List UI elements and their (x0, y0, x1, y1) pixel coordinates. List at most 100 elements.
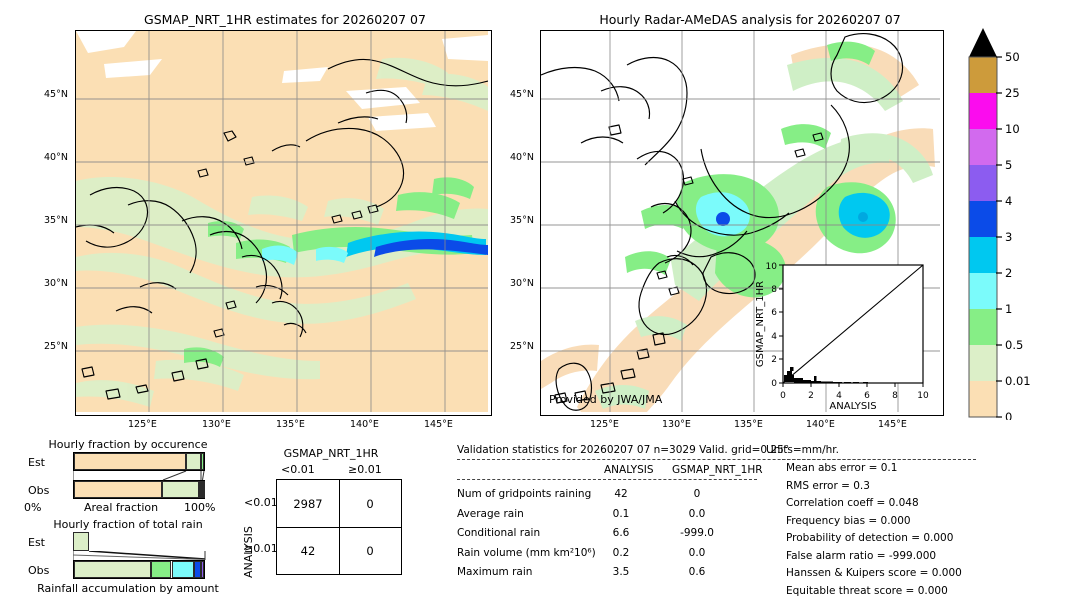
svg-text:ANALYSIS: ANALYSIS (829, 401, 876, 412)
occurrence-chart-title: Hourly fraction by occurence (48, 438, 208, 451)
colorbar-segment (969, 57, 997, 93)
validation-header: Validation statistics for 20260207 07 n=… (457, 444, 790, 456)
validation-row-analysis-value: 42 (614, 488, 628, 500)
validation-row-label: Conditional rain (457, 527, 541, 539)
colorbar-segment (969, 273, 997, 309)
left-map-lon-label-145e: 145°E (424, 419, 453, 430)
validation-scores: Mean abs error = 0.1 RMS error = 0.3 Corre… (786, 462, 1076, 602)
right-map-lat-label-35n: 35°N (510, 215, 534, 226)
contingency-col-header-ge: ≥0.01 (348, 463, 382, 476)
bar-segment (171, 561, 194, 578)
contingency-cell-hit-miss-11: 0 (366, 543, 374, 558)
colorbar-segment (969, 165, 997, 201)
validation-units: Units=mm/hr. (766, 444, 839, 456)
validation-rows: Num of gridpoints raining 42 0 Average rain… (457, 488, 767, 586)
right-map-lon-label-130e: 130°E (662, 419, 691, 430)
left-map-lat-label-40n: 40°N (44, 152, 68, 163)
left-map-lat-label-25n: 25°N (44, 341, 68, 352)
svg-text:0: 0 (771, 379, 777, 389)
bar-segment (185, 453, 201, 470)
validation-row-model-value: 0.6 (688, 566, 706, 578)
validation-row-label: Average rain (457, 507, 524, 520)
svg-text:8: 8 (771, 285, 777, 295)
validation-row: Conditional rain 6.6 -999.0 (457, 527, 767, 547)
contingency-row-header-ge: ≥0.01 (244, 542, 278, 555)
colorbar-tick-label: 0.01 (1005, 374, 1031, 388)
colorbar-tick-label: 25 (1005, 86, 1020, 100)
accumulation-chart-title: Hourly fraction of total rain (53, 518, 203, 531)
validation-row-analysis-value: 0.1 (612, 507, 630, 520)
bar-segment (193, 561, 202, 578)
validation-row-model-value: -999.0 (680, 527, 714, 539)
validation-score-line: Probability of detection = 0.000 (786, 532, 954, 544)
svg-text:Provided by JWA/JMA: Provided by JWA/JMA (549, 393, 663, 406)
bar-segment (74, 561, 151, 578)
right-map-lat-label-40n: 40°N (510, 152, 534, 163)
left-map-lat-label-35n: 35°N (44, 215, 68, 226)
left-panel-title: GSMAP_NRT_1HR estimates for 20260207 07 (144, 12, 426, 27)
validation-row-label: Num of gridpoints raining (457, 488, 592, 500)
bar-segment (150, 561, 172, 578)
bar-segment (198, 481, 202, 498)
validation-row-analysis-value: 0.2 (612, 546, 630, 559)
bar-segment (201, 561, 204, 578)
colorbar-tick-label: 0.5 (1005, 338, 1023, 352)
svg-text:0: 0 (780, 391, 786, 401)
bar-segment (200, 453, 204, 470)
validation-rule-right (782, 459, 976, 460)
svg-text:10: 10 (917, 391, 929, 401)
colorbar-tick-label: 4 (1005, 194, 1012, 208)
validation-score-line: RMS error = 0.3 (786, 479, 870, 492)
colorbar-segment (969, 201, 997, 237)
bar-segment (202, 481, 205, 498)
validation-row-analysis-value: 3.5 (612, 566, 630, 578)
contingency-cell-hit-miss-00: 2987 (293, 496, 323, 511)
validation-col-header-analysis: ANALYSIS (604, 464, 654, 476)
bar-segment (73, 532, 89, 551)
left-map-lon-label-140e: 140°E (350, 419, 379, 430)
validation-row-model-value: 0.0 (688, 546, 706, 559)
svg-text:4: 4 (836, 391, 842, 401)
validation-score-line: Hanssen & Kuipers score = 0.000 (786, 567, 962, 579)
colorbar-segment (969, 381, 997, 417)
occurrence-axis-right: 100% (184, 501, 216, 514)
bar-segment (74, 481, 163, 498)
colorbar-tick-label: 10 (1005, 122, 1020, 136)
svg-text:8: 8 (892, 391, 898, 401)
contingency-table: 2987 0 42 0 (276, 479, 402, 575)
contingency-row-header-lt: <0.01 (244, 496, 278, 509)
svg-text:4: 4 (771, 332, 777, 342)
contingency-col-group-title: GSMAP_NRT_1HR (283, 447, 379, 460)
left-map-lon-label-135e: 135°E (276, 419, 305, 430)
contingency-cell-hit-miss-01: 0 (366, 496, 374, 511)
colorbar-tick-label: 1 (1005, 302, 1012, 316)
right-map-lon-label-135e: 135°E (734, 419, 763, 430)
right-map-lat-label-30n: 30°N (510, 278, 534, 289)
accumulation-est-bar (73, 532, 205, 551)
colorbar-tick-label: 2 (1005, 266, 1012, 280)
accumulation-connector-lines (73, 551, 206, 560)
validation-rule-mid (457, 479, 757, 480)
right-map-lon-label-145e: 145°E (878, 419, 907, 430)
validation-row-analysis-value: 6.6 (612, 527, 630, 539)
precipitation-colorbar (968, 28, 998, 418)
validation-score-line: Mean abs error = 0.1 (786, 462, 898, 474)
colorbar-segment (969, 93, 997, 129)
validation-score-line: Frequency bias = 0.000 (786, 514, 911, 527)
occurrence-est-label: Est (28, 456, 45, 469)
accumulation-obs-label: Obs (28, 564, 50, 577)
svg-text:2: 2 (771, 355, 777, 365)
right-map-lon-label-140e: 140°E (806, 419, 835, 430)
left-map-lat-label-30n: 30°N (44, 278, 68, 289)
validation-score-line: Equitable threat score = 0.000 (786, 584, 948, 597)
bar-segment (162, 481, 199, 498)
radar-amedas-map: 0 2 4 6 8 10 0 2 4 6 8 10 ANALYSIS GSMAP_NRT_1… (540, 30, 944, 416)
svg-text:10: 10 (766, 262, 778, 272)
occurrence-obs-bar (73, 480, 205, 499)
gsmap-estimate-map (75, 30, 492, 416)
colorbar-tick-label: 50 (1005, 50, 1020, 64)
svg-text:GSMAP_NRT_1HR: GSMAP_NRT_1HR (755, 281, 766, 367)
validation-row: Rain volume (mm km²10⁶) 0.2 0.0 (457, 547, 767, 567)
validation-score-line: False alarm ratio = -999.000 (786, 549, 937, 562)
contingency-col-header-lt: <0.01 (281, 463, 315, 476)
